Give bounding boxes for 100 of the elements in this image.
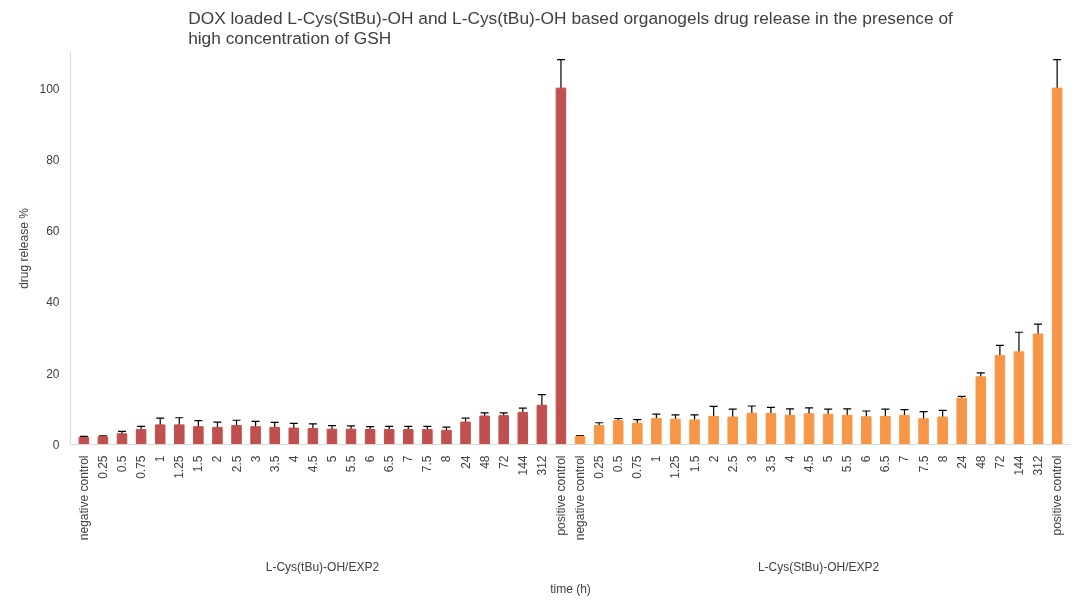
- x-tick-label: 5.5: [344, 455, 359, 473]
- bar: [479, 415, 490, 445]
- x-tick-label: 6.5: [878, 455, 893, 473]
- x-tick-label: 24: [458, 455, 473, 469]
- x-tick-label: 72: [496, 455, 511, 469]
- bar: [154, 424, 166, 445]
- x-tick-label: 48: [477, 455, 492, 469]
- bar: [174, 424, 185, 445]
- x-tick-label: 1.5: [191, 455, 206, 473]
- x-tick-label: 1.25: [668, 455, 683, 479]
- text: L-Cys(tBu)-OH/EXP2: [265, 559, 380, 574]
- y-tick-label: 80: [46, 152, 60, 167]
- x-tick-label: 2: [210, 455, 225, 463]
- y-tick-label: 40: [46, 295, 60, 310]
- x-tick-label: 312: [1031, 455, 1046, 476]
- bar: [269, 426, 280, 445]
- x-axis-title: time (h): [550, 581, 591, 596]
- bar: [1032, 333, 1044, 445]
- bar: [460, 421, 471, 445]
- x-tick-label: 72: [992, 455, 1007, 469]
- x-tick-label: 5: [821, 455, 836, 463]
- bar: [918, 418, 929, 445]
- x-tick-label: 7.5: [420, 455, 435, 473]
- bar: [689, 419, 700, 445]
- x-tick-label: 144: [1011, 455, 1026, 476]
- x-tick-label: 5.5: [840, 455, 855, 473]
- bar: [403, 429, 414, 445]
- x-tick-label: positive control: [1050, 455, 1065, 536]
- x-tick-label: 24: [954, 455, 969, 469]
- bar: [326, 428, 338, 445]
- x-tick-label: 0.75: [134, 455, 149, 479]
- x-tick-label: 0.5: [611, 455, 626, 473]
- bar: [593, 425, 605, 445]
- x-tick-label: 3: [248, 455, 263, 463]
- x-tick-label: 1.5: [687, 455, 702, 473]
- x-tick-label: 3.5: [267, 455, 282, 473]
- bar: [250, 426, 261, 445]
- bar: [880, 415, 891, 445]
- bar: [193, 426, 204, 445]
- y-tick-label: 60: [46, 224, 60, 239]
- bar: [574, 435, 586, 445]
- bar: [994, 354, 1006, 445]
- y-tick-label: 0: [52, 438, 60, 452]
- x-tick-label: 5: [324, 455, 339, 463]
- bar: [956, 397, 967, 445]
- bar: [78, 436, 90, 445]
- bar: [746, 412, 758, 445]
- bar: [288, 427, 300, 445]
- bar: [651, 417, 662, 445]
- bar: [670, 418, 681, 445]
- bar: [612, 420, 624, 445]
- x-tick-label: 6.5: [382, 455, 397, 473]
- bar: [345, 428, 357, 445]
- x-tick-label: 1.25: [172, 455, 187, 479]
- y-axis-title: drug release %: [17, 207, 32, 289]
- bar: [231, 425, 242, 445]
- y-tick-label: 20: [46, 366, 60, 381]
- bar: [727, 416, 738, 445]
- bar: [784, 414, 796, 445]
- x-tick-label: 0.25: [592, 455, 607, 479]
- bar: [364, 429, 376, 445]
- x-tick-label: 6: [363, 455, 378, 463]
- bar: [536, 404, 548, 445]
- bar: [135, 429, 147, 445]
- bar: [383, 429, 395, 445]
- bar: [498, 415, 509, 445]
- bar: [97, 436, 109, 445]
- text: L-Cys(StBu)-OH/EXP2: [757, 559, 880, 574]
- bar: [555, 87, 567, 445]
- x-tick-label: 2: [706, 455, 721, 463]
- bar: [899, 414, 910, 445]
- x-tick-label: 3: [744, 455, 759, 463]
- x-tick-label: 7.5: [916, 455, 931, 473]
- y-tick-label: 100: [39, 81, 60, 96]
- bar: [708, 415, 719, 445]
- x-tick-label: 7: [897, 455, 912, 463]
- x-tick-label: 4: [782, 455, 797, 463]
- bar: [1013, 351, 1025, 445]
- bar: [861, 416, 872, 445]
- bar: [765, 413, 777, 445]
- bar: [975, 376, 987, 445]
- bar: [517, 411, 529, 445]
- x-tick-label: 2.5: [229, 455, 244, 473]
- bar: [422, 429, 433, 445]
- x-tick-label: 6: [859, 455, 874, 463]
- bar: [822, 413, 834, 445]
- x-tick-label: negative control: [76, 455, 91, 541]
- x-tick-label: 7: [401, 455, 416, 463]
- x-tick-label: 0.25: [95, 455, 110, 479]
- bar: [441, 429, 452, 445]
- x-tick-label: 1: [649, 455, 664, 463]
- x-tick-label: positive control: [553, 455, 568, 536]
- bar: [937, 416, 948, 445]
- bar: [1051, 87, 1063, 445]
- x-tick-label: 1: [153, 455, 168, 463]
- x-tick-label: 0.5: [115, 455, 130, 473]
- bar: [212, 426, 223, 445]
- bar: [307, 427, 319, 445]
- x-tick-label: 0.75: [630, 455, 645, 479]
- bar: [632, 422, 643, 445]
